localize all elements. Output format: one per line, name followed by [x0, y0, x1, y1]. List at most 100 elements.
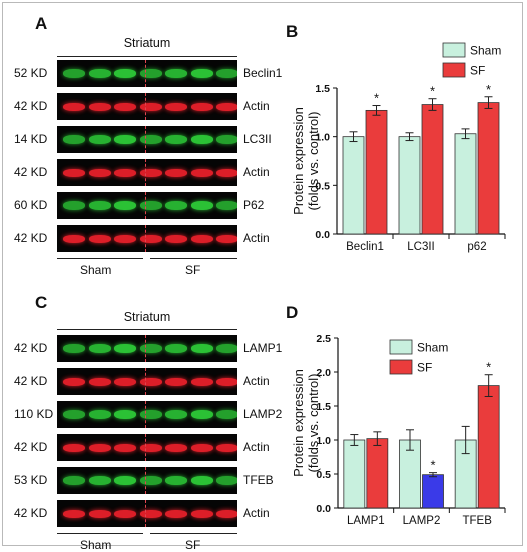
blot-band: [165, 168, 187, 177]
blot-band: [190, 443, 213, 452]
blot-band: [165, 135, 187, 144]
significance-mark: *: [374, 91, 379, 106]
kd-label: 42 KD: [14, 231, 48, 245]
lane-separator: [145, 335, 146, 362]
blot-band: [63, 509, 85, 518]
region-line-c: [57, 329, 237, 330]
blot-band: [165, 344, 187, 353]
blot-band: [63, 443, 85, 452]
blot-band: [88, 234, 111, 243]
blot-band: [88, 377, 111, 386]
blot-strip-actin: [57, 159, 237, 186]
blot-band: [190, 476, 213, 485]
blot-band: [139, 102, 162, 111]
protein-label: TFEB: [243, 473, 274, 487]
blot-band: [114, 509, 136, 518]
legend-label-sf: SF: [470, 64, 485, 78]
blot-band: [139, 509, 162, 518]
blot-band: [190, 509, 213, 518]
blot-band: [216, 69, 237, 78]
kd-label: 42 KD: [14, 165, 48, 179]
blot-band: [63, 69, 85, 78]
blot-band: [216, 344, 237, 353]
protein-label: LAMP2: [243, 407, 283, 421]
blot-band: [139, 377, 162, 386]
blot-strip-tfeb: [57, 467, 237, 494]
bar-sf-tfeb: [477, 385, 500, 509]
blot-band: [88, 168, 111, 177]
lane-separator: [145, 159, 146, 186]
blot-band: [165, 234, 187, 243]
group-label-sf: SF: [185, 263, 201, 277]
y-tick-label: 0.0: [316, 503, 331, 515]
x-tick-label: TFEB: [462, 515, 492, 527]
blot-band: [139, 201, 162, 210]
blot-band: [114, 168, 136, 177]
region-label-a: Striatum: [123, 36, 171, 50]
blot-band: [216, 443, 237, 452]
blot-band: [190, 102, 213, 111]
x-tick-label: LAMP2: [403, 515, 441, 527]
lane-separator: [145, 60, 146, 87]
blot-band: [114, 102, 136, 111]
blot-band: [114, 69, 136, 78]
blot-band: [190, 69, 213, 78]
x-tick-label: Beclin1: [346, 241, 384, 253]
protein-label: P62: [243, 198, 265, 212]
blot-band: [114, 135, 136, 144]
kd-label: 42 KD: [14, 341, 48, 355]
blot-band: [63, 410, 85, 419]
group-label-sham: Sham: [80, 538, 112, 552]
y-tick-label: 2.0: [316, 367, 331, 379]
legend-label-sham: Sham: [470, 44, 501, 58]
blot-panel-c: Striatum 42 KD LAMP1 42 KD Actin 110 KD LAMP2…: [14, 310, 283, 552]
blot-band: [88, 102, 111, 111]
blot-band: [114, 476, 136, 485]
blot-band: [114, 344, 136, 353]
blot-band: [139, 69, 162, 78]
kd-label: 42 KD: [14, 506, 48, 520]
blot-band: [165, 69, 187, 78]
lane-separator: [145, 467, 146, 494]
x-tick-label: LC3II: [407, 241, 435, 253]
group-line-sham: [57, 533, 143, 534]
panel-b-label: B: [286, 22, 299, 41]
blot-band: [139, 410, 162, 419]
protein-label: Actin: [243, 231, 270, 245]
blot-band: [190, 234, 213, 243]
lane-separator: [145, 93, 146, 120]
protein-label: Actin: [243, 440, 270, 454]
blot-band: [216, 377, 237, 386]
panel-c-label: C: [35, 293, 48, 312]
group-line-sham: [57, 258, 143, 259]
y-axis-label: Protein expression(folds vs. control): [291, 107, 321, 215]
kd-label: 42 KD: [14, 440, 48, 454]
lane-separator: [145, 368, 146, 395]
legend-swatch-sf: [389, 359, 413, 375]
blot-band: [63, 201, 85, 210]
bar-sf-lamp1: [366, 438, 389, 509]
blot-band: [88, 69, 111, 78]
blot-band: [190, 344, 213, 353]
figure-frame: [2, 2, 523, 546]
region-line-a: [57, 56, 237, 57]
blot-band: [63, 234, 85, 243]
significance-mark: *: [486, 360, 491, 375]
legend-label-sham: Sham: [417, 341, 448, 355]
blot-band: [165, 201, 187, 210]
y-tick-label: 0.0: [315, 229, 330, 241]
blot-band: [165, 509, 187, 518]
significance-mark: *: [430, 458, 435, 473]
blot-band: [88, 410, 111, 419]
blot-band: [63, 168, 85, 177]
blot-band: [216, 102, 237, 111]
group-line-sf: [150, 533, 237, 534]
blot-band: [139, 234, 162, 243]
blot-band: [216, 476, 237, 485]
lane-separator: [145, 225, 146, 252]
y-tick-label: 0.5: [316, 469, 331, 481]
protein-label: LC3II: [243, 132, 272, 146]
blot-band: [88, 476, 111, 485]
